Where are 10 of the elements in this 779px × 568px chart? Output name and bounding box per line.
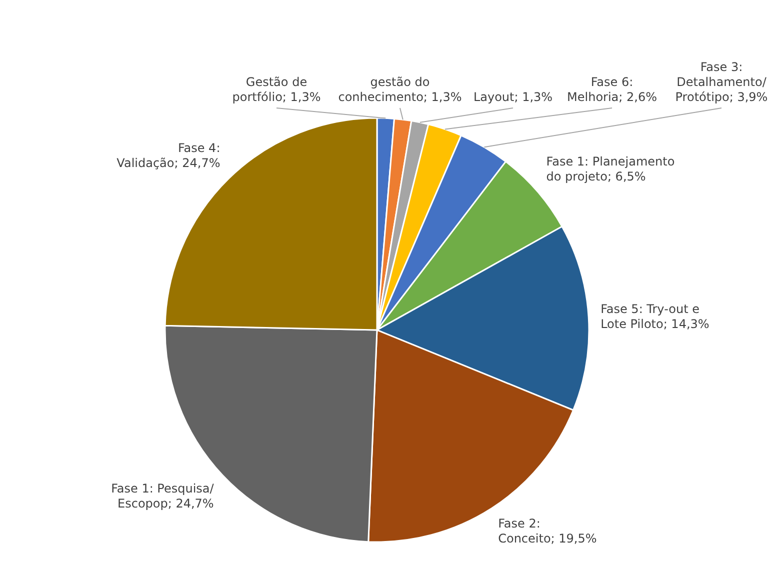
slice-label: Fase 5: Try-out e Lote Piloto; 14,3%	[600, 302, 710, 331]
slice-label: Fase 4: Validação; 24,7%	[116, 141, 220, 170]
slice-label: Gestão de portfólio; 1,3%	[232, 75, 321, 104]
slice-label: Fase 2: Conceito; 19,5%	[498, 516, 597, 546]
slice-label: Fase 1: Pesquisa/Escopop; 24,7%	[111, 481, 215, 510]
slice-label: Fase 3: Detalhamento/Protótipo; 3,9%	[675, 60, 768, 104]
slice-label: Layout; 1,3%	[473, 90, 553, 104]
slice-label: Fase 6: Melhoria; 2,6%	[567, 75, 657, 104]
slice-label: Fase 1: Planejamento do projeto; 6,5%	[546, 154, 675, 184]
slice-label: gestão do conhecimento; 1,3%	[338, 75, 462, 104]
